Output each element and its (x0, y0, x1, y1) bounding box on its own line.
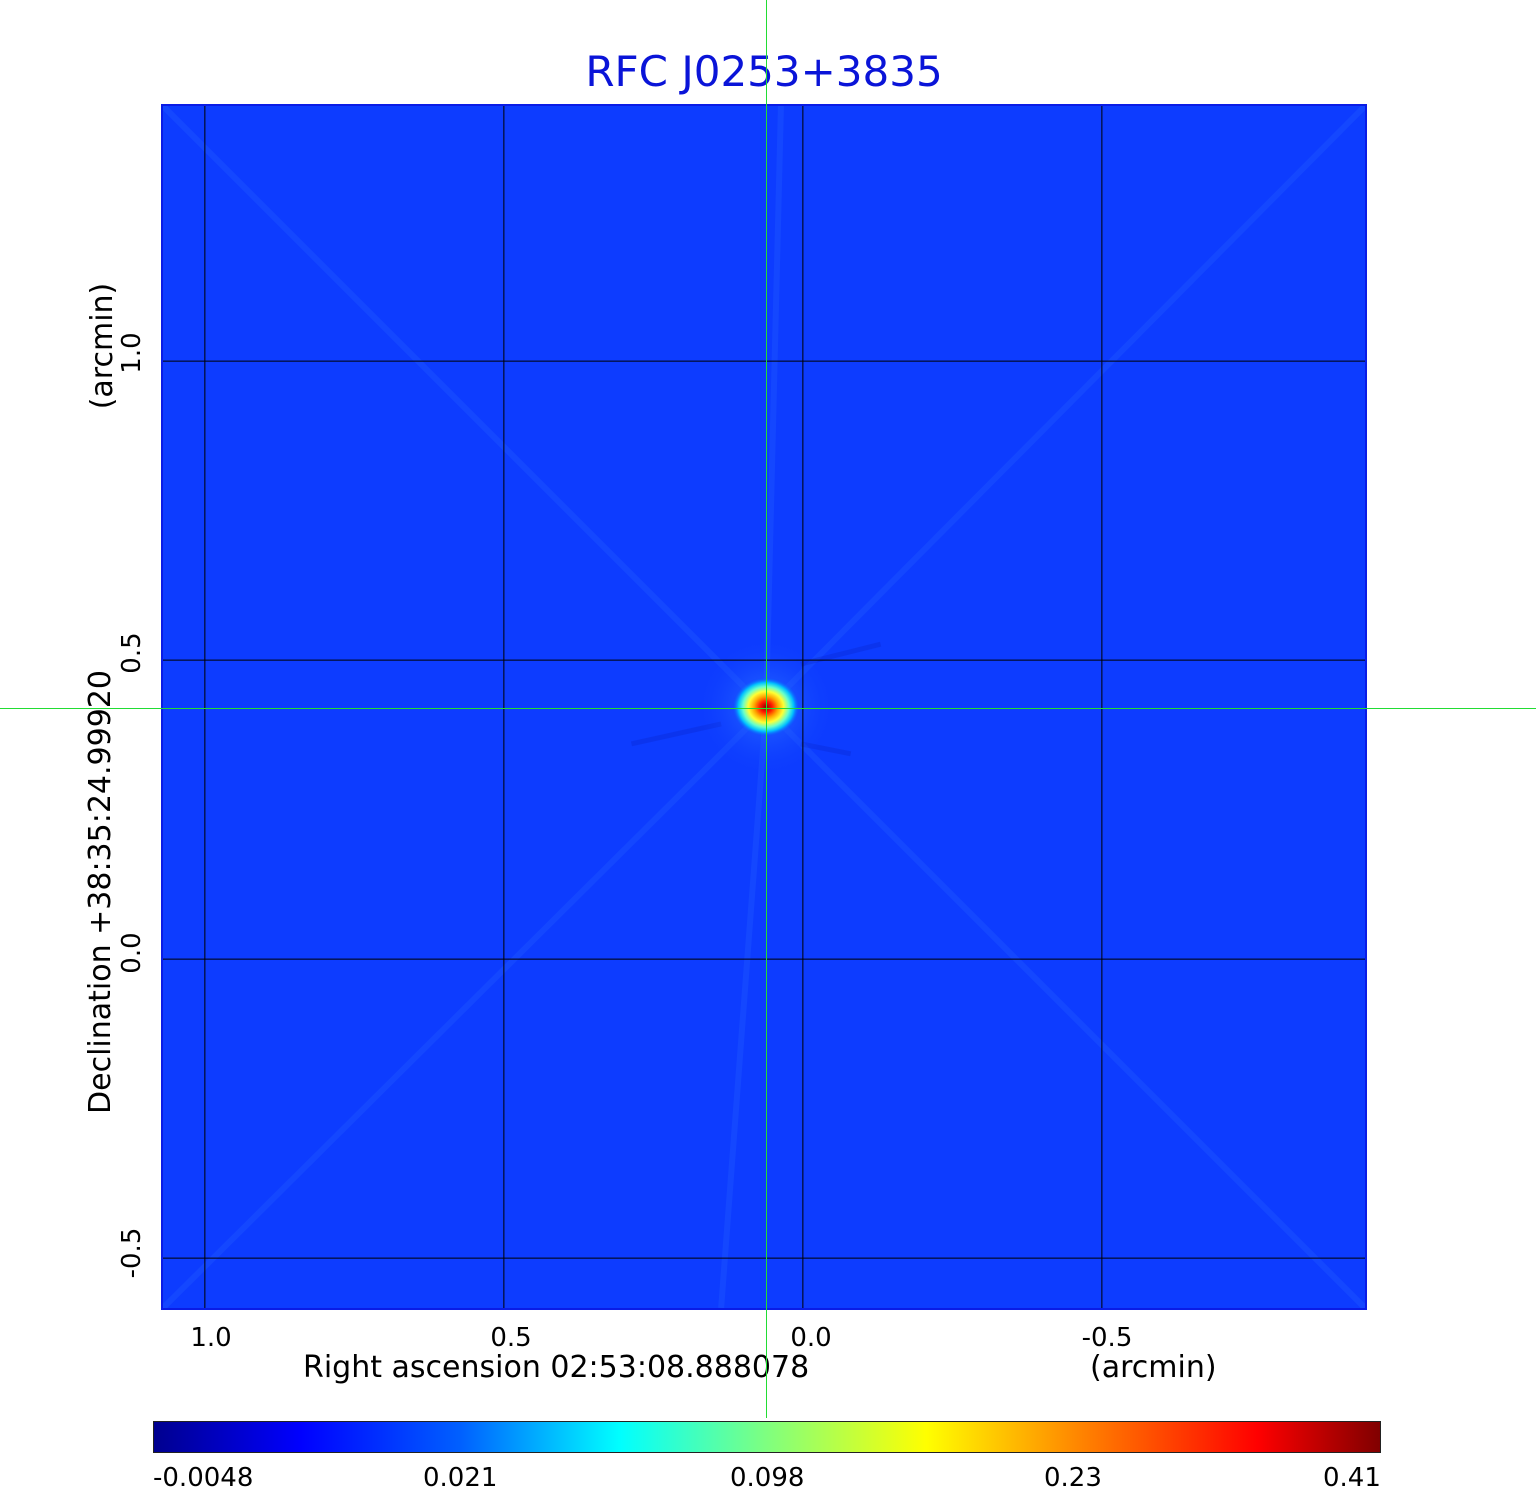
x-axis-unit: (arcmin) (1090, 1350, 1217, 1385)
y-tick-label: 0.5 (117, 632, 147, 674)
y-tick-label: -0.5 (117, 1227, 147, 1279)
x-tick-label: 0.0 (790, 1323, 832, 1353)
colorbar-label: 0.41 (1323, 1463, 1381, 1493)
y-axis-label: Declination +38:35:24.99920 (83, 670, 118, 1114)
x-tick-label: -0.5 (1081, 1323, 1133, 1353)
colorbar-label: 0.23 (1044, 1463, 1102, 1493)
radio-map-plot[interactable] (161, 104, 1367, 1310)
radio-map-image (163, 106, 1365, 1308)
x-tick-label: 0.5 (490, 1323, 532, 1353)
colorbar (153, 1421, 1381, 1453)
image-title: RFC J0253+3835 (585, 47, 943, 96)
source-peak (732, 677, 800, 737)
colorbar-label: 0.021 (423, 1463, 498, 1493)
y-axis-unit: (arcmin) (85, 282, 120, 410)
crosshair-vertical (766, 0, 767, 1418)
crosshair-horizontal (0, 708, 1536, 709)
y-tick-label: 1.0 (117, 332, 147, 374)
colorbar-label: 0.098 (730, 1463, 805, 1493)
colorbar-label: -0.0048 (153, 1463, 254, 1493)
sidelobe-streaks (163, 106, 1365, 1308)
x-tick-label: 1.0 (190, 1323, 232, 1353)
x-axis-label: Right ascension 02:53:08.888078 (303, 1350, 810, 1385)
y-tick-label: 0.0 (117, 932, 147, 974)
coordinate-grid (163, 106, 1365, 1308)
